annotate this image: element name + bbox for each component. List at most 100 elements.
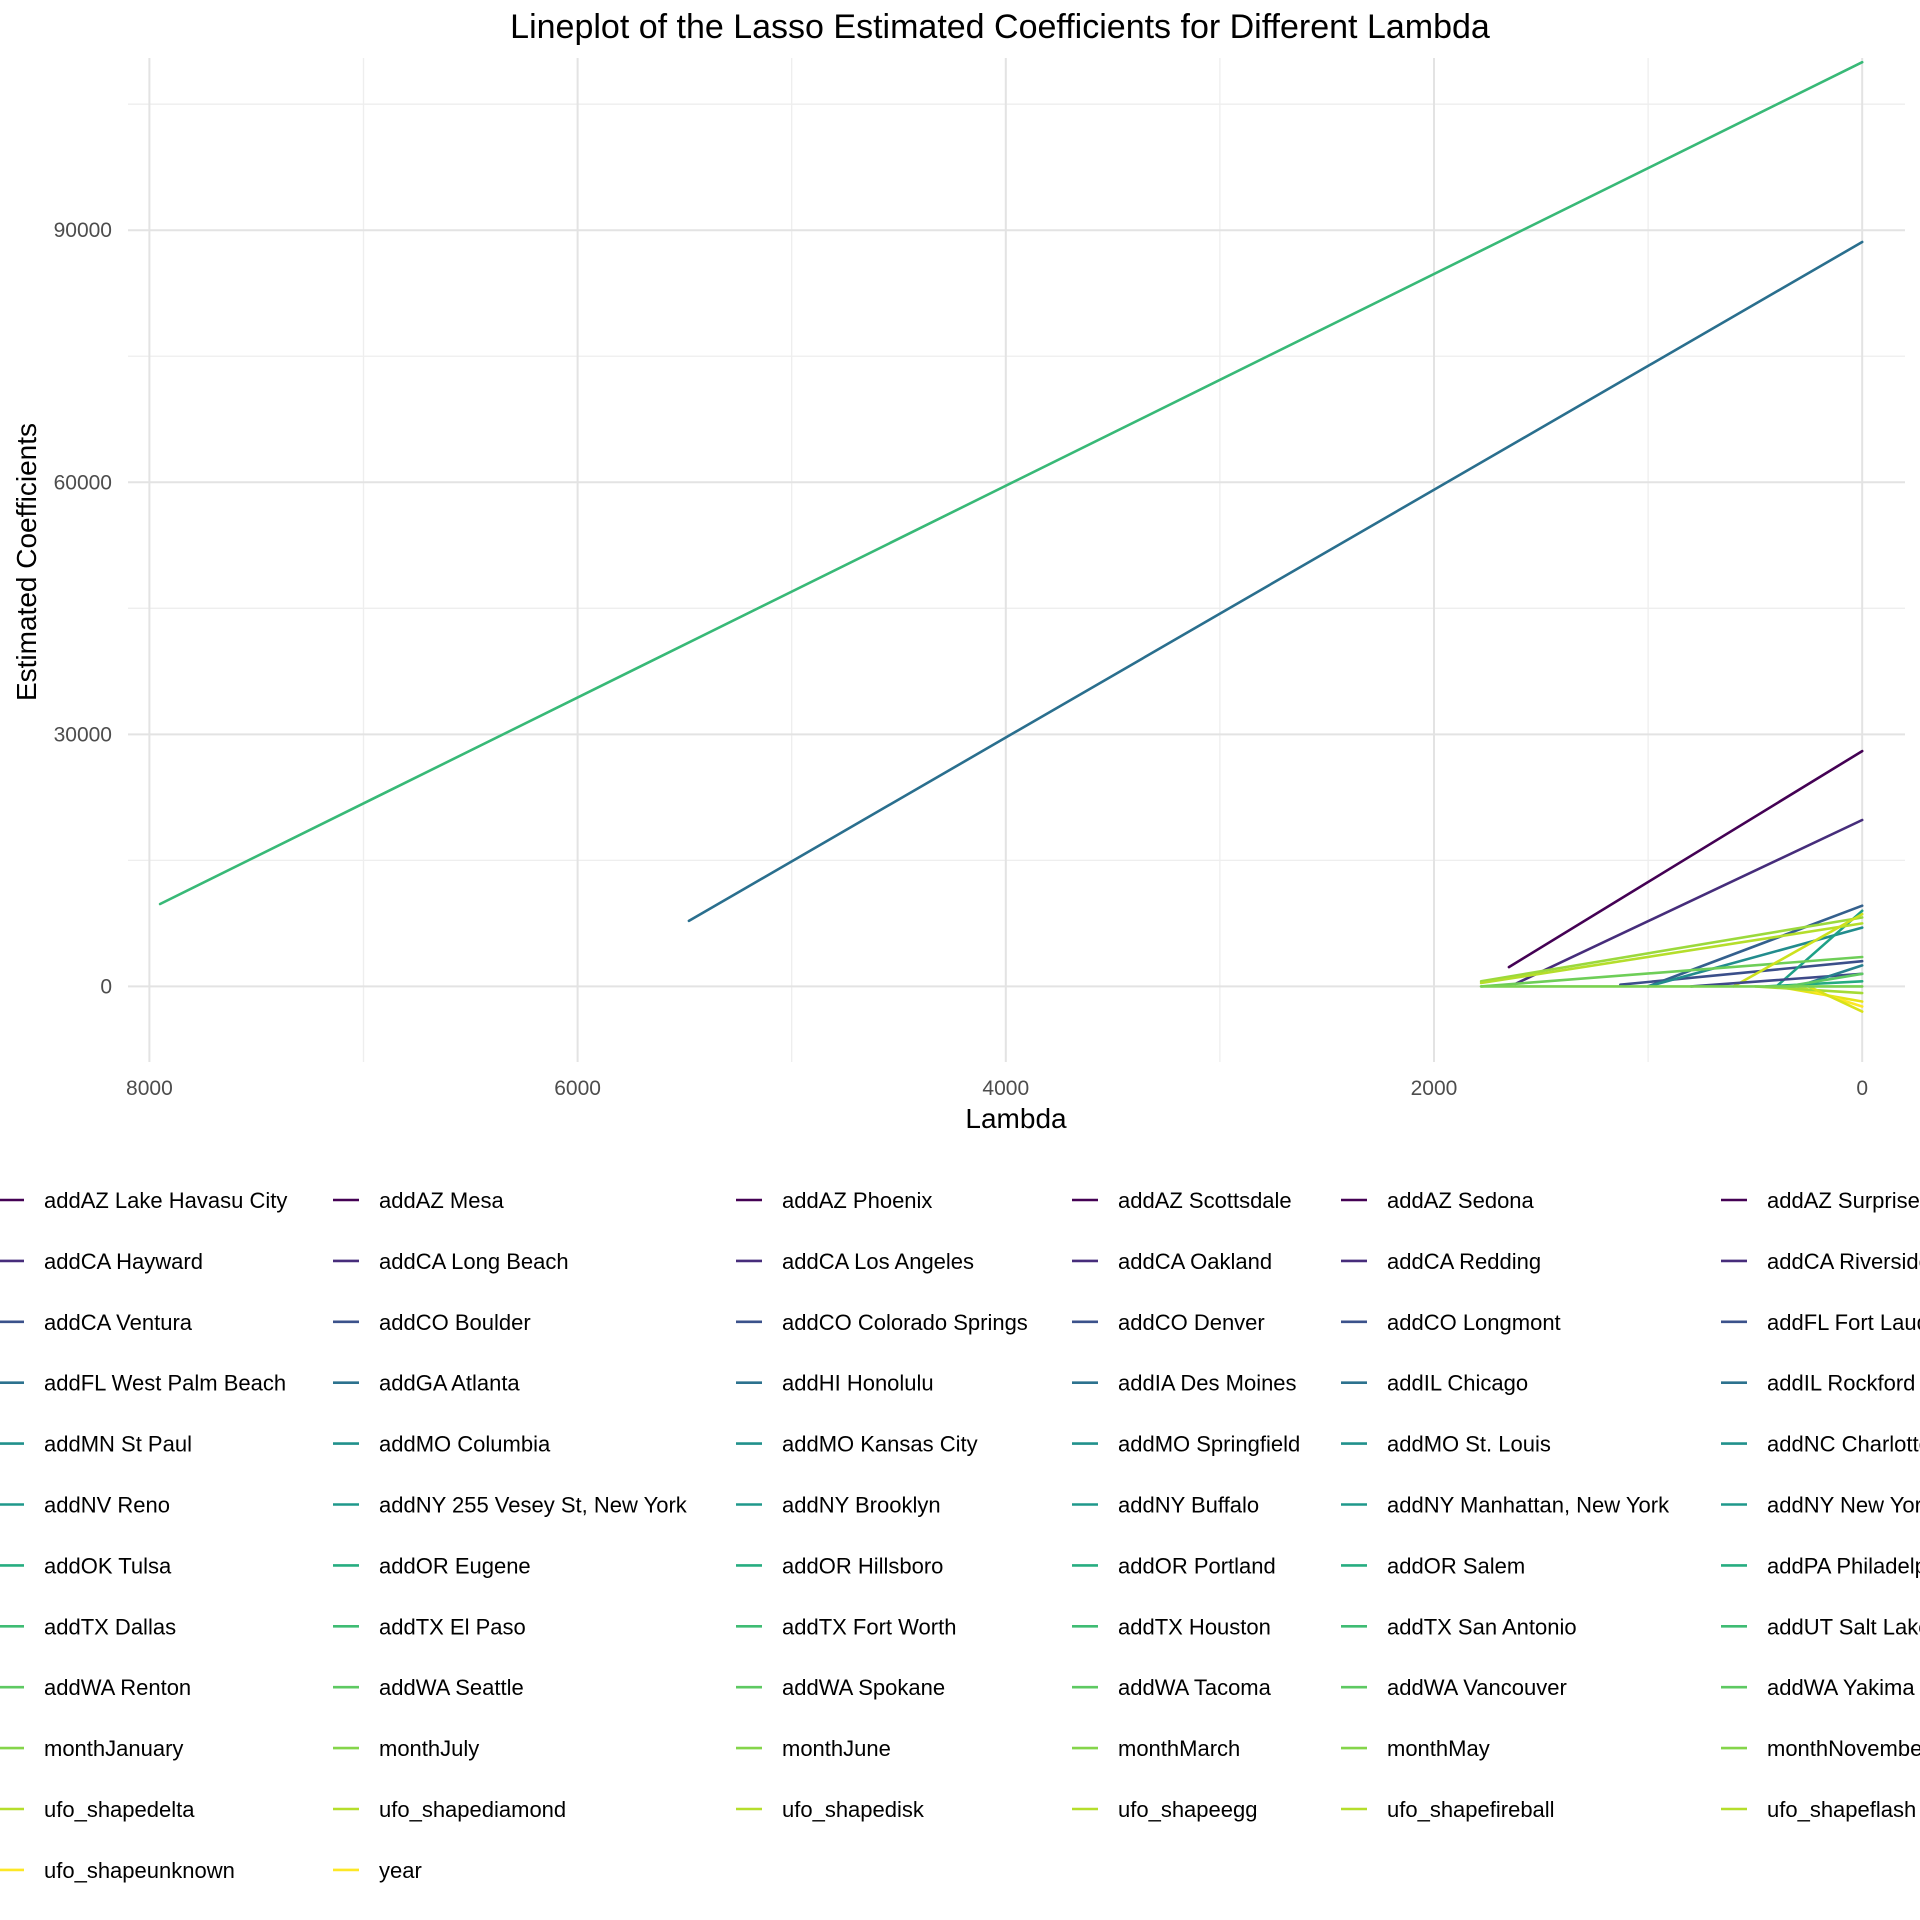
legend-label: addCO Colorado Springs xyxy=(782,1310,1028,1335)
grid-major-x xyxy=(148,58,1864,1062)
legend-label: monthNovember xyxy=(1767,1736,1920,1761)
legend-label: addNY 255 Vesey St, New York xyxy=(379,1493,688,1518)
legend-label: addOR Eugene xyxy=(379,1553,531,1578)
legend-label: addMO Kansas City xyxy=(782,1432,978,1457)
y-tick-label: 0 xyxy=(100,975,112,998)
legend-item: addCA Redding xyxy=(1341,1249,1541,1274)
legend-item: addNY Brooklyn xyxy=(736,1493,941,1518)
legend-item: ufo_shapeegg xyxy=(1072,1797,1257,1822)
legend-item: addFL West Palm Beach xyxy=(0,1371,286,1396)
legend-item: addCO Longmont xyxy=(1341,1310,1561,1335)
legend-label: addOK Tulsa xyxy=(44,1553,172,1578)
legend-label: ufo_shapedisk xyxy=(782,1797,925,1822)
legend-item: addWA Renton xyxy=(0,1675,191,1700)
y-tick-label: 30000 xyxy=(54,723,112,746)
series-layer xyxy=(158,60,1864,1013)
legend-label: addCO Longmont xyxy=(1387,1310,1561,1335)
legend-item: addCA Ventura xyxy=(0,1310,193,1335)
legend-item: addIL Chicago xyxy=(1341,1371,1528,1396)
legend-label: ufo_shapedelta xyxy=(44,1797,195,1822)
legend-item: addMO St. Louis xyxy=(1341,1432,1551,1457)
legend-item: addOR Portland xyxy=(1072,1553,1276,1578)
x-axis-title: Lambda xyxy=(965,1103,1067,1134)
legend-item: addAZ Lake Havasu City xyxy=(0,1188,287,1213)
legend-label: addMO Columbia xyxy=(379,1432,551,1457)
legend-label: addMO St. Louis xyxy=(1387,1432,1551,1457)
legend-label: monthMarch xyxy=(1118,1736,1240,1761)
legend-item: addAZ Sedona xyxy=(1341,1188,1535,1213)
series-line xyxy=(1807,985,1864,1013)
legend-item: addNV Reno xyxy=(0,1493,170,1518)
legend-item: addIA Des Moines xyxy=(1072,1371,1297,1396)
legend-item: monthNovember xyxy=(1721,1736,1920,1761)
series-line xyxy=(1479,916,1864,983)
legend-item: addOR Salem xyxy=(1341,1553,1525,1578)
legend-label: addOR Salem xyxy=(1387,1553,1525,1578)
series-line xyxy=(1646,904,1864,988)
legend-label: addFL West Palm Beach xyxy=(44,1371,286,1396)
legend-label: addMN St Paul xyxy=(44,1432,192,1457)
legend-label: addUT Salt Lake City xyxy=(1767,1614,1920,1639)
legend-item: addAZ Mesa xyxy=(333,1188,504,1213)
legend-label: ufo_shapeegg xyxy=(1118,1797,1257,1822)
chart-title: Lineplot of the Lasso Estimated Coeffici… xyxy=(510,8,1490,46)
legend-label: addPA Philadelphia xyxy=(1767,1553,1920,1578)
legend-item: monthJuly xyxy=(333,1736,479,1761)
legend-label: ufo_shapeflash xyxy=(1767,1797,1916,1822)
legend-item: addWA Tacoma xyxy=(1072,1675,1272,1700)
legend-label: addNC Charlotte xyxy=(1767,1432,1920,1457)
legend-label: ufo_shapefireball xyxy=(1387,1797,1555,1822)
x-tick-label: 4000 xyxy=(982,1077,1029,1100)
legend-item: addWA Seattle xyxy=(333,1675,524,1700)
legend-item: addPA Philadelphia xyxy=(1721,1553,1920,1578)
legend-label: monthJuly xyxy=(379,1736,479,1761)
legend: addAZ Lake Havasu City addCA Hayward addCA… xyxy=(0,1188,1920,1883)
x-tick-label: 2000 xyxy=(1411,1077,1458,1100)
legend-label: addHI Honolulu xyxy=(782,1371,934,1396)
legend-label: addOR Hillsboro xyxy=(782,1553,943,1578)
legend-item: addTX El Paso xyxy=(333,1614,526,1639)
legend-label: addNY Buffalo xyxy=(1118,1493,1259,1518)
x-tick-label: 0 xyxy=(1856,1077,1868,1100)
legend-item: addIL Rockford xyxy=(1721,1371,1915,1396)
legend-item: addNY Manhattan, New York xyxy=(1341,1493,1670,1518)
legend-item: addWA Yakima xyxy=(1721,1675,1915,1700)
legend-label: addAZ Surprise xyxy=(1767,1188,1920,1213)
legend-item: addTX Houston xyxy=(1072,1614,1271,1639)
legend-label: addWA Tacoma xyxy=(1118,1675,1272,1700)
grid-minor-y xyxy=(128,103,1905,862)
legend-label: monthJune xyxy=(782,1736,891,1761)
legend-label: addNY Brooklyn xyxy=(782,1493,941,1518)
legend-item: addNY 255 Vesey St, New York xyxy=(333,1493,688,1518)
legend-label: addWA Renton xyxy=(44,1675,191,1700)
legend-label: addWA Seattle xyxy=(379,1675,524,1700)
grid-minor-x xyxy=(362,58,1649,1062)
legend-label: addGA Atlanta xyxy=(379,1371,520,1396)
legend-item: addNY Buffalo xyxy=(1072,1493,1259,1518)
legend-label: addTX Dallas xyxy=(44,1614,176,1639)
legend-label: addTX El Paso xyxy=(379,1614,526,1639)
legend-label: addNY New York xyxy=(1767,1493,1920,1518)
legend-label: addCA Oakland xyxy=(1118,1249,1272,1274)
legend-label: monthMay xyxy=(1387,1736,1490,1761)
legend-item: addAZ Surprise xyxy=(1721,1188,1920,1213)
legend-label: monthJanuary xyxy=(44,1736,183,1761)
legend-label: addFL Fort Lauderdale xyxy=(1767,1310,1920,1335)
legend-item: ufo_shapedisk xyxy=(736,1797,925,1822)
legend-item: ufo_shapefireball xyxy=(1341,1797,1555,1822)
legend-label: addTX Houston xyxy=(1118,1614,1271,1639)
legend-item: addWA Spokane xyxy=(736,1675,945,1700)
legend-label: addCA Redding xyxy=(1387,1249,1541,1274)
legend-item: addNY New York xyxy=(1721,1493,1920,1518)
legend-label: addIA Des Moines xyxy=(1118,1371,1297,1396)
legend-item: addFL Fort Lauderdale xyxy=(1721,1310,1920,1335)
y-tick-labels: 0 30000 60000 90000 xyxy=(54,219,112,998)
legend-item: addCO Denver xyxy=(1072,1310,1265,1335)
series-line xyxy=(1514,818,1864,986)
x-tick-labels: 8000 6000 4000 2000 0 xyxy=(126,1077,1868,1100)
legend-label: addIL Rockford xyxy=(1767,1371,1915,1396)
legend-item: addTX Fort Worth xyxy=(736,1614,956,1639)
legend-item: addMO Kansas City xyxy=(736,1432,978,1457)
legend-label: addCA Long Beach xyxy=(379,1249,569,1274)
